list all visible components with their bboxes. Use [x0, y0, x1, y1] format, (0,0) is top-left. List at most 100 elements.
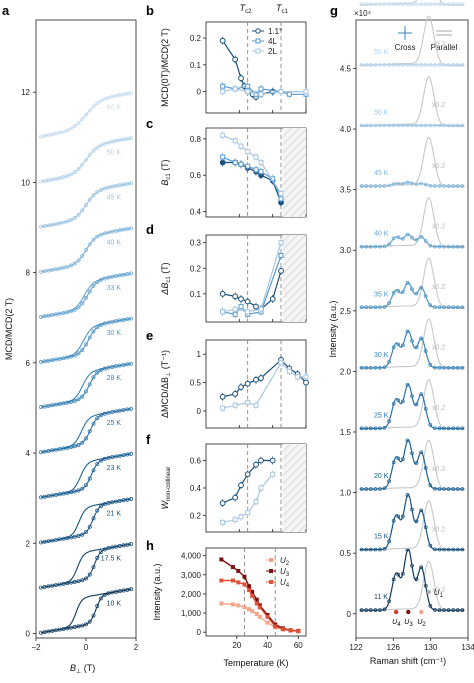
plot-frame	[205, 21, 307, 114]
data-point	[99, 368, 103, 373]
data-point	[460, 305, 465, 310]
data-point	[396, 62, 401, 67]
data-point	[419, 123, 424, 128]
data-point	[99, 232, 103, 237]
data-point	[232, 494, 239, 501]
data-point	[446, 365, 451, 370]
data-point	[396, 398, 401, 403]
data-point	[382, 607, 387, 612]
data-point	[419, 565, 424, 570]
data-point	[87, 572, 92, 577]
data-point	[106, 455, 111, 460]
peak-marker	[393, 609, 399, 615]
data-point	[76, 533, 81, 538]
parallel-curve	[359, 197, 465, 249]
data-point	[428, 362, 433, 367]
data-point	[129, 91, 133, 95]
x-axis-label: Temperature (K)	[223, 658, 288, 668]
data-point	[125, 542, 130, 547]
data-point	[442, 184, 446, 188]
data-point	[364, 487, 369, 491]
data-point	[364, 123, 369, 128]
data-point	[238, 75, 244, 82]
data-point	[396, 514, 401, 519]
data-point	[80, 208, 85, 213]
cross-curve	[359, 181, 465, 187]
multiplier-label: x0.2	[432, 405, 445, 412]
data-point	[423, 62, 428, 67]
data-point	[253, 154, 259, 160]
panel-c: 0.4 0.6 0.8 Bc1 (T)	[160, 127, 307, 218]
data-point	[405, 2, 410, 7]
data-point	[414, 402, 419, 407]
data-point	[114, 499, 118, 504]
data-point	[258, 457, 264, 464]
multiplier-label: x0.2	[432, 345, 445, 352]
data-point	[373, 608, 378, 612]
hatch-line	[419, 444, 474, 532]
data-point	[42, 359, 47, 364]
data-point	[433, 486, 437, 491]
data-point	[414, 62, 419, 67]
data-point	[121, 137, 126, 142]
data-point	[423, 525, 428, 530]
data-point	[410, 123, 414, 128]
data-point	[405, 232, 410, 237]
hatch-line	[282, 235, 306, 259]
data-point	[278, 240, 284, 246]
data-point	[42, 224, 47, 228]
peak-marker	[426, 589, 431, 595]
hatch-line	[282, 444, 299, 461]
multiplier-label: x0.2	[432, 466, 445, 473]
legend-marker	[269, 569, 273, 573]
temperature-label: 30 K	[107, 330, 122, 337]
data-point	[253, 376, 259, 383]
hatch-line	[282, 290, 306, 315]
data-point	[129, 361, 133, 366]
data-point	[54, 537, 58, 542]
data-point	[65, 219, 70, 224]
data-point	[106, 501, 111, 505]
data-point	[84, 622, 88, 627]
data-point	[125, 362, 130, 367]
data-point	[110, 500, 115, 505]
data-point	[42, 449, 47, 454]
data-point	[219, 601, 224, 606]
data-point	[110, 229, 115, 234]
y-tick-label: 2	[26, 539, 31, 548]
data-point	[442, 365, 446, 370]
temperature-label: 40 K	[374, 231, 389, 238]
data-point	[46, 629, 51, 634]
data-point	[442, 305, 446, 310]
data-point	[129, 497, 133, 501]
data-point	[242, 582, 247, 587]
data-point	[373, 2, 378, 7]
data-point	[373, 365, 378, 370]
data-point	[245, 149, 251, 155]
data-point	[414, 345, 419, 350]
data-point	[254, 612, 259, 616]
hysteresis-curve	[40, 318, 132, 363]
data-point	[368, 244, 373, 249]
cross-curve	[359, 493, 465, 551]
x-tick-label: 134	[461, 643, 474, 652]
data-point	[84, 295, 88, 300]
data-point	[110, 319, 115, 324]
data-point	[91, 283, 96, 288]
data-point	[437, 608, 442, 612]
data-point	[446, 608, 451, 612]
data-point	[39, 134, 43, 139]
data-point	[114, 544, 118, 549]
data-point	[428, 543, 433, 548]
hatch-line	[195, 235, 282, 322]
data-point	[250, 593, 255, 598]
data-point	[455, 123, 460, 128]
data-point	[91, 193, 96, 198]
data-point	[80, 623, 85, 628]
data-point	[460, 244, 465, 249]
hatch-line	[282, 444, 306, 469]
hatch-line	[282, 129, 306, 154]
series-line	[222, 270, 282, 310]
data-point	[410, 181, 414, 186]
